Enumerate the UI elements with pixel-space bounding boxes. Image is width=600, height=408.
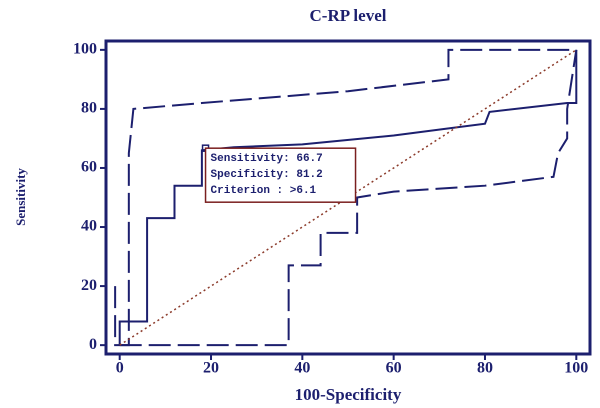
y-tick-label: 100 [73, 41, 97, 58]
chart-title: C-RP level [310, 6, 387, 25]
y-tick-label: 40 [81, 218, 97, 235]
annotation-box [204, 147, 357, 203]
y-tick-label: 20 [81, 277, 97, 294]
x-tick-label: 60 [386, 360, 402, 377]
y-tick-label: 80 [81, 100, 97, 117]
annotation-text: Criterion : >6.1 [211, 185, 317, 197]
x-tick-label: 100 [564, 360, 588, 377]
annotation-text: Sensitivity: 66.7 [211, 153, 323, 165]
annotation-text: Specificity: 81.2 [211, 169, 323, 181]
plot-frame [104, 39, 592, 356]
x-axis-label: 100-Specificity [295, 385, 402, 404]
x-tick-label: 20 [203, 360, 219, 377]
curve [119, 49, 578, 347]
x-tick-label: 80 [477, 360, 493, 377]
y-tick-label: 0 [89, 336, 97, 353]
x-tick-label: 0 [116, 360, 124, 377]
y-tick-label: 60 [81, 159, 97, 176]
y-axis-label: Sensitivity [13, 168, 28, 226]
x-tick-label: 40 [294, 360, 310, 377]
